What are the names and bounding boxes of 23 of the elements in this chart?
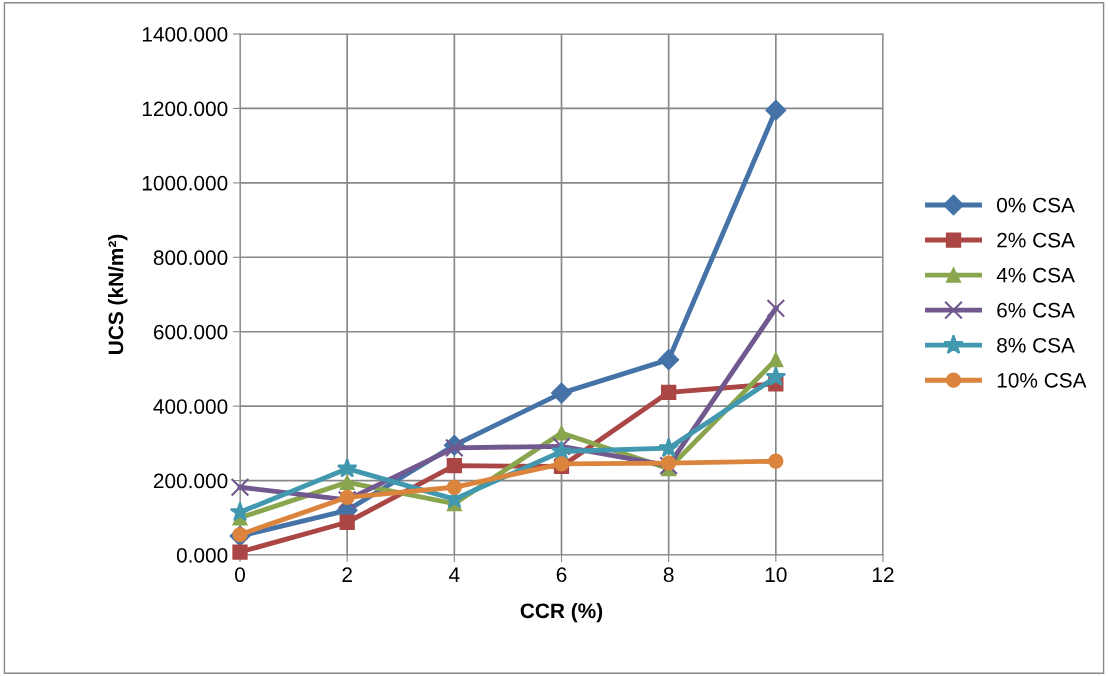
y-tick-label: 200.000: [153, 473, 228, 489]
y-tick-label: 800.000: [153, 250, 228, 266]
legend-label: 10% CSA: [997, 372, 1087, 388]
y-axis-title: UCS (kN/m²): [108, 234, 128, 355]
legend-label: 8% CSA: [997, 337, 1075, 353]
x-tick-label: 8: [663, 567, 674, 583]
y-tick-label: 1200.000: [142, 101, 228, 117]
x-tick-label: 4: [449, 567, 460, 582]
x-tick-label: 6: [556, 567, 567, 583]
x-tick-label: 2: [342, 567, 352, 582]
legend-label: 6% CSA: [997, 302, 1075, 318]
x-tick-label: 0: [235, 567, 245, 583]
y-tick-label: 0.000: [176, 548, 228, 563]
y-tick-label: 600.000: [153, 324, 228, 340]
y-tick-label: 1000.000: [142, 175, 228, 191]
legend-label: 4% CSA: [996, 267, 1075, 283]
x-tick-label: 12: [873, 567, 894, 582]
y-tick-label: 1400.000: [142, 27, 228, 42]
x-axis-title: CCR (%): [520, 602, 603, 623]
y-tick-label: 400.000: [153, 399, 228, 414]
legend-label: 2% CSA: [997, 232, 1075, 248]
x-tick-label: 10: [765, 567, 787, 583]
legend-label: 0% CSA: [997, 197, 1075, 213]
